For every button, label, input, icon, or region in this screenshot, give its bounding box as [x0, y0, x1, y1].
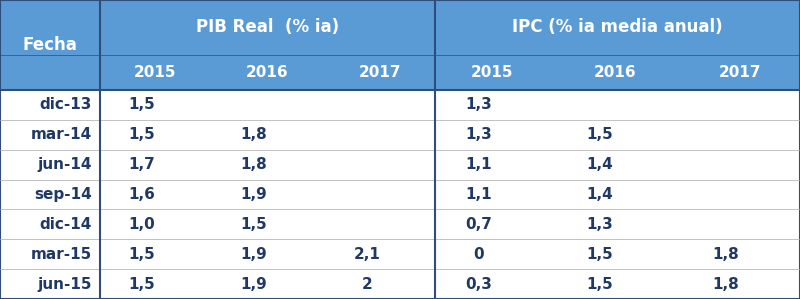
Text: mar-14: mar-14: [30, 127, 92, 142]
Text: 1,7: 1,7: [129, 157, 155, 172]
Bar: [0, 120, 800, 150]
Text: 1,3: 1,3: [466, 97, 492, 112]
Text: mar-15: mar-15: [30, 247, 92, 262]
Text: 2015: 2015: [134, 65, 176, 80]
Text: 1,1: 1,1: [466, 157, 492, 172]
Text: 1,9: 1,9: [240, 277, 267, 292]
Text: 1,5: 1,5: [240, 217, 267, 232]
Text: IPC (% ia media anual): IPC (% ia media anual): [512, 19, 723, 36]
Text: 2,1: 2,1: [354, 247, 380, 262]
Text: 1,5: 1,5: [129, 247, 155, 262]
Text: 1,3: 1,3: [586, 217, 613, 232]
Text: 2015: 2015: [471, 65, 514, 80]
Text: 2: 2: [362, 277, 372, 292]
Text: 2016: 2016: [594, 65, 636, 80]
Bar: [0, 0, 800, 55]
Bar: [0, 209, 800, 239]
Text: 1,8: 1,8: [240, 127, 267, 142]
Bar: [0, 150, 800, 180]
Text: sep-14: sep-14: [34, 187, 92, 202]
Text: 1,3: 1,3: [466, 127, 492, 142]
Text: Fecha: Fecha: [22, 36, 78, 54]
Bar: [0, 55, 800, 90]
Bar: [0, 269, 800, 299]
Text: 1,5: 1,5: [129, 97, 155, 112]
Bar: [0, 90, 800, 120]
Text: 2017: 2017: [358, 65, 402, 80]
Text: 1,8: 1,8: [240, 157, 267, 172]
Text: 1,5: 1,5: [586, 277, 613, 292]
Text: 0,3: 0,3: [466, 277, 492, 292]
Text: 1,5: 1,5: [586, 247, 613, 262]
Bar: [0, 180, 800, 209]
Text: 1,9: 1,9: [240, 247, 267, 262]
Text: 1,4: 1,4: [586, 157, 613, 172]
Text: 1,8: 1,8: [712, 247, 739, 262]
Bar: [0, 239, 800, 269]
Text: PIB Real  (% ia): PIB Real (% ia): [196, 19, 339, 36]
Text: dic-14: dic-14: [40, 217, 92, 232]
Text: jun-15: jun-15: [38, 277, 92, 292]
Text: 1,0: 1,0: [129, 217, 155, 232]
Text: 2016: 2016: [246, 65, 289, 80]
Text: jun-14: jun-14: [38, 157, 92, 172]
Text: 1,4: 1,4: [586, 187, 613, 202]
Text: 0: 0: [474, 247, 484, 262]
Text: 1,9: 1,9: [240, 187, 267, 202]
Text: 1,5: 1,5: [586, 127, 613, 142]
Text: 1,6: 1,6: [128, 187, 155, 202]
Text: 0,7: 0,7: [466, 217, 492, 232]
Text: 1,5: 1,5: [129, 127, 155, 142]
Text: dic-13: dic-13: [40, 97, 92, 112]
Text: 1,8: 1,8: [712, 277, 739, 292]
Text: 1,1: 1,1: [466, 187, 492, 202]
Text: 1,5: 1,5: [129, 277, 155, 292]
Text: 2017: 2017: [718, 65, 762, 80]
